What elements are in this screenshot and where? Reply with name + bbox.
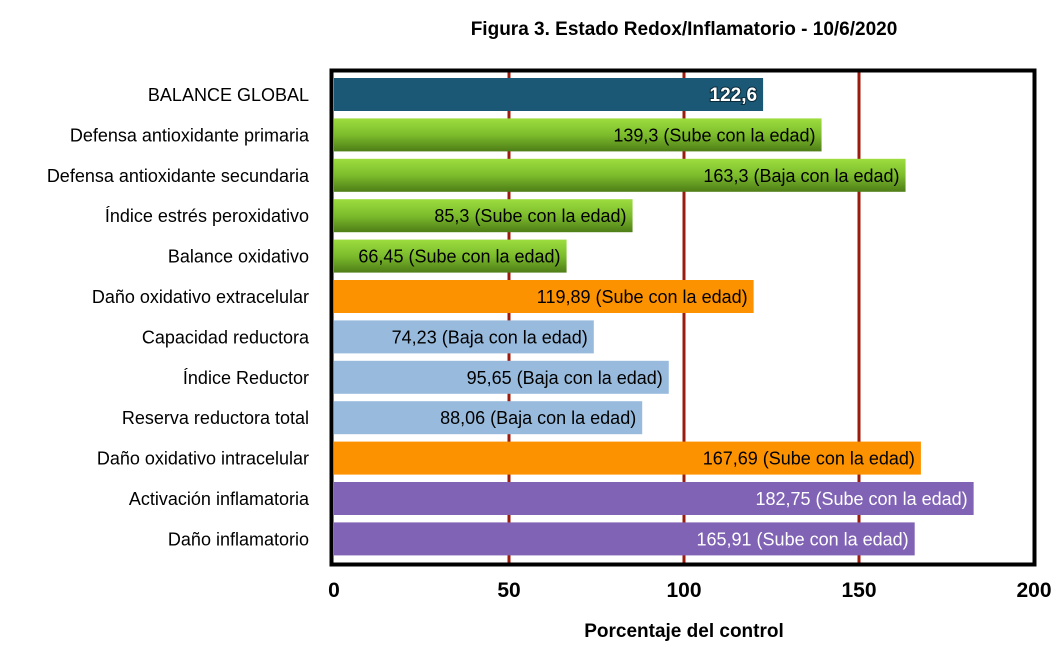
x-tick-label: 50 — [497, 579, 520, 602]
category-label: Índice estrés peroxidativo — [105, 206, 309, 226]
category-label: Daño inflamatorio — [168, 529, 309, 549]
x-tick-label: 150 — [841, 579, 876, 602]
bar — [334, 78, 764, 111]
bar — [334, 118, 822, 152]
data-label: 165,91 (Sube con la edad) — [697, 529, 909, 549]
data-label: 139,3 (Sube con la edad) — [613, 125, 815, 145]
plot-frame — [329, 68, 1037, 567]
data-label: 182,75 (Sube con la edad) — [755, 489, 967, 509]
data-label: 88,06 (Baja con la edad) — [440, 408, 636, 428]
data-label: 167,69 (Sube con la edad) — [703, 449, 915, 469]
category-label: Activación inflamatoria — [129, 489, 310, 509]
bar — [334, 199, 633, 233]
category-label: Reserva reductora total — [122, 408, 309, 428]
bar — [334, 158, 906, 192]
data-label: 66,45 (Sube con la edad) — [358, 247, 560, 267]
data-label: 95,65 (Baja con la edad) — [467, 368, 663, 388]
chart-title: Figura 3. Estado Redox/Inflamatorio - 10… — [471, 19, 898, 40]
category-label: Daño oxidativo extracelular — [92, 287, 309, 307]
bar — [334, 482, 974, 515]
category-label: Defensa antioxidante secundaria — [47, 166, 310, 186]
bar — [334, 280, 754, 313]
x-tick-label: 0 — [328, 579, 340, 602]
x-axis-label: Porcentaje del control — [584, 621, 784, 642]
category-label: Balance oxidativo — [168, 247, 309, 267]
category-label: Daño oxidativo intracelular — [97, 449, 309, 469]
category-label: Índice Reductor — [183, 368, 309, 388]
x-tick-label: 200 — [1016, 579, 1051, 602]
data-label: 122,6 — [710, 85, 758, 106]
bar — [334, 441, 921, 475]
data-label: 163,3 (Baja con la edad) — [703, 166, 899, 186]
bar — [334, 239, 567, 273]
bar — [334, 360, 669, 394]
data-label: 119,89 (Sube con la edad) — [537, 287, 748, 307]
bar — [334, 320, 594, 354]
x-tick-label: 100 — [666, 579, 701, 602]
category-label: Capacidad reductora — [142, 327, 310, 347]
bar — [334, 401, 643, 435]
data-label: 74,23 (Baja con la edad) — [392, 327, 588, 347]
category-label: BALANCE GLOBAL — [148, 85, 309, 105]
bar — [334, 522, 915, 556]
category-label: Defensa antioxidante primaria — [70, 125, 310, 145]
data-label: 85,3 (Sube con la edad) — [434, 206, 626, 226]
